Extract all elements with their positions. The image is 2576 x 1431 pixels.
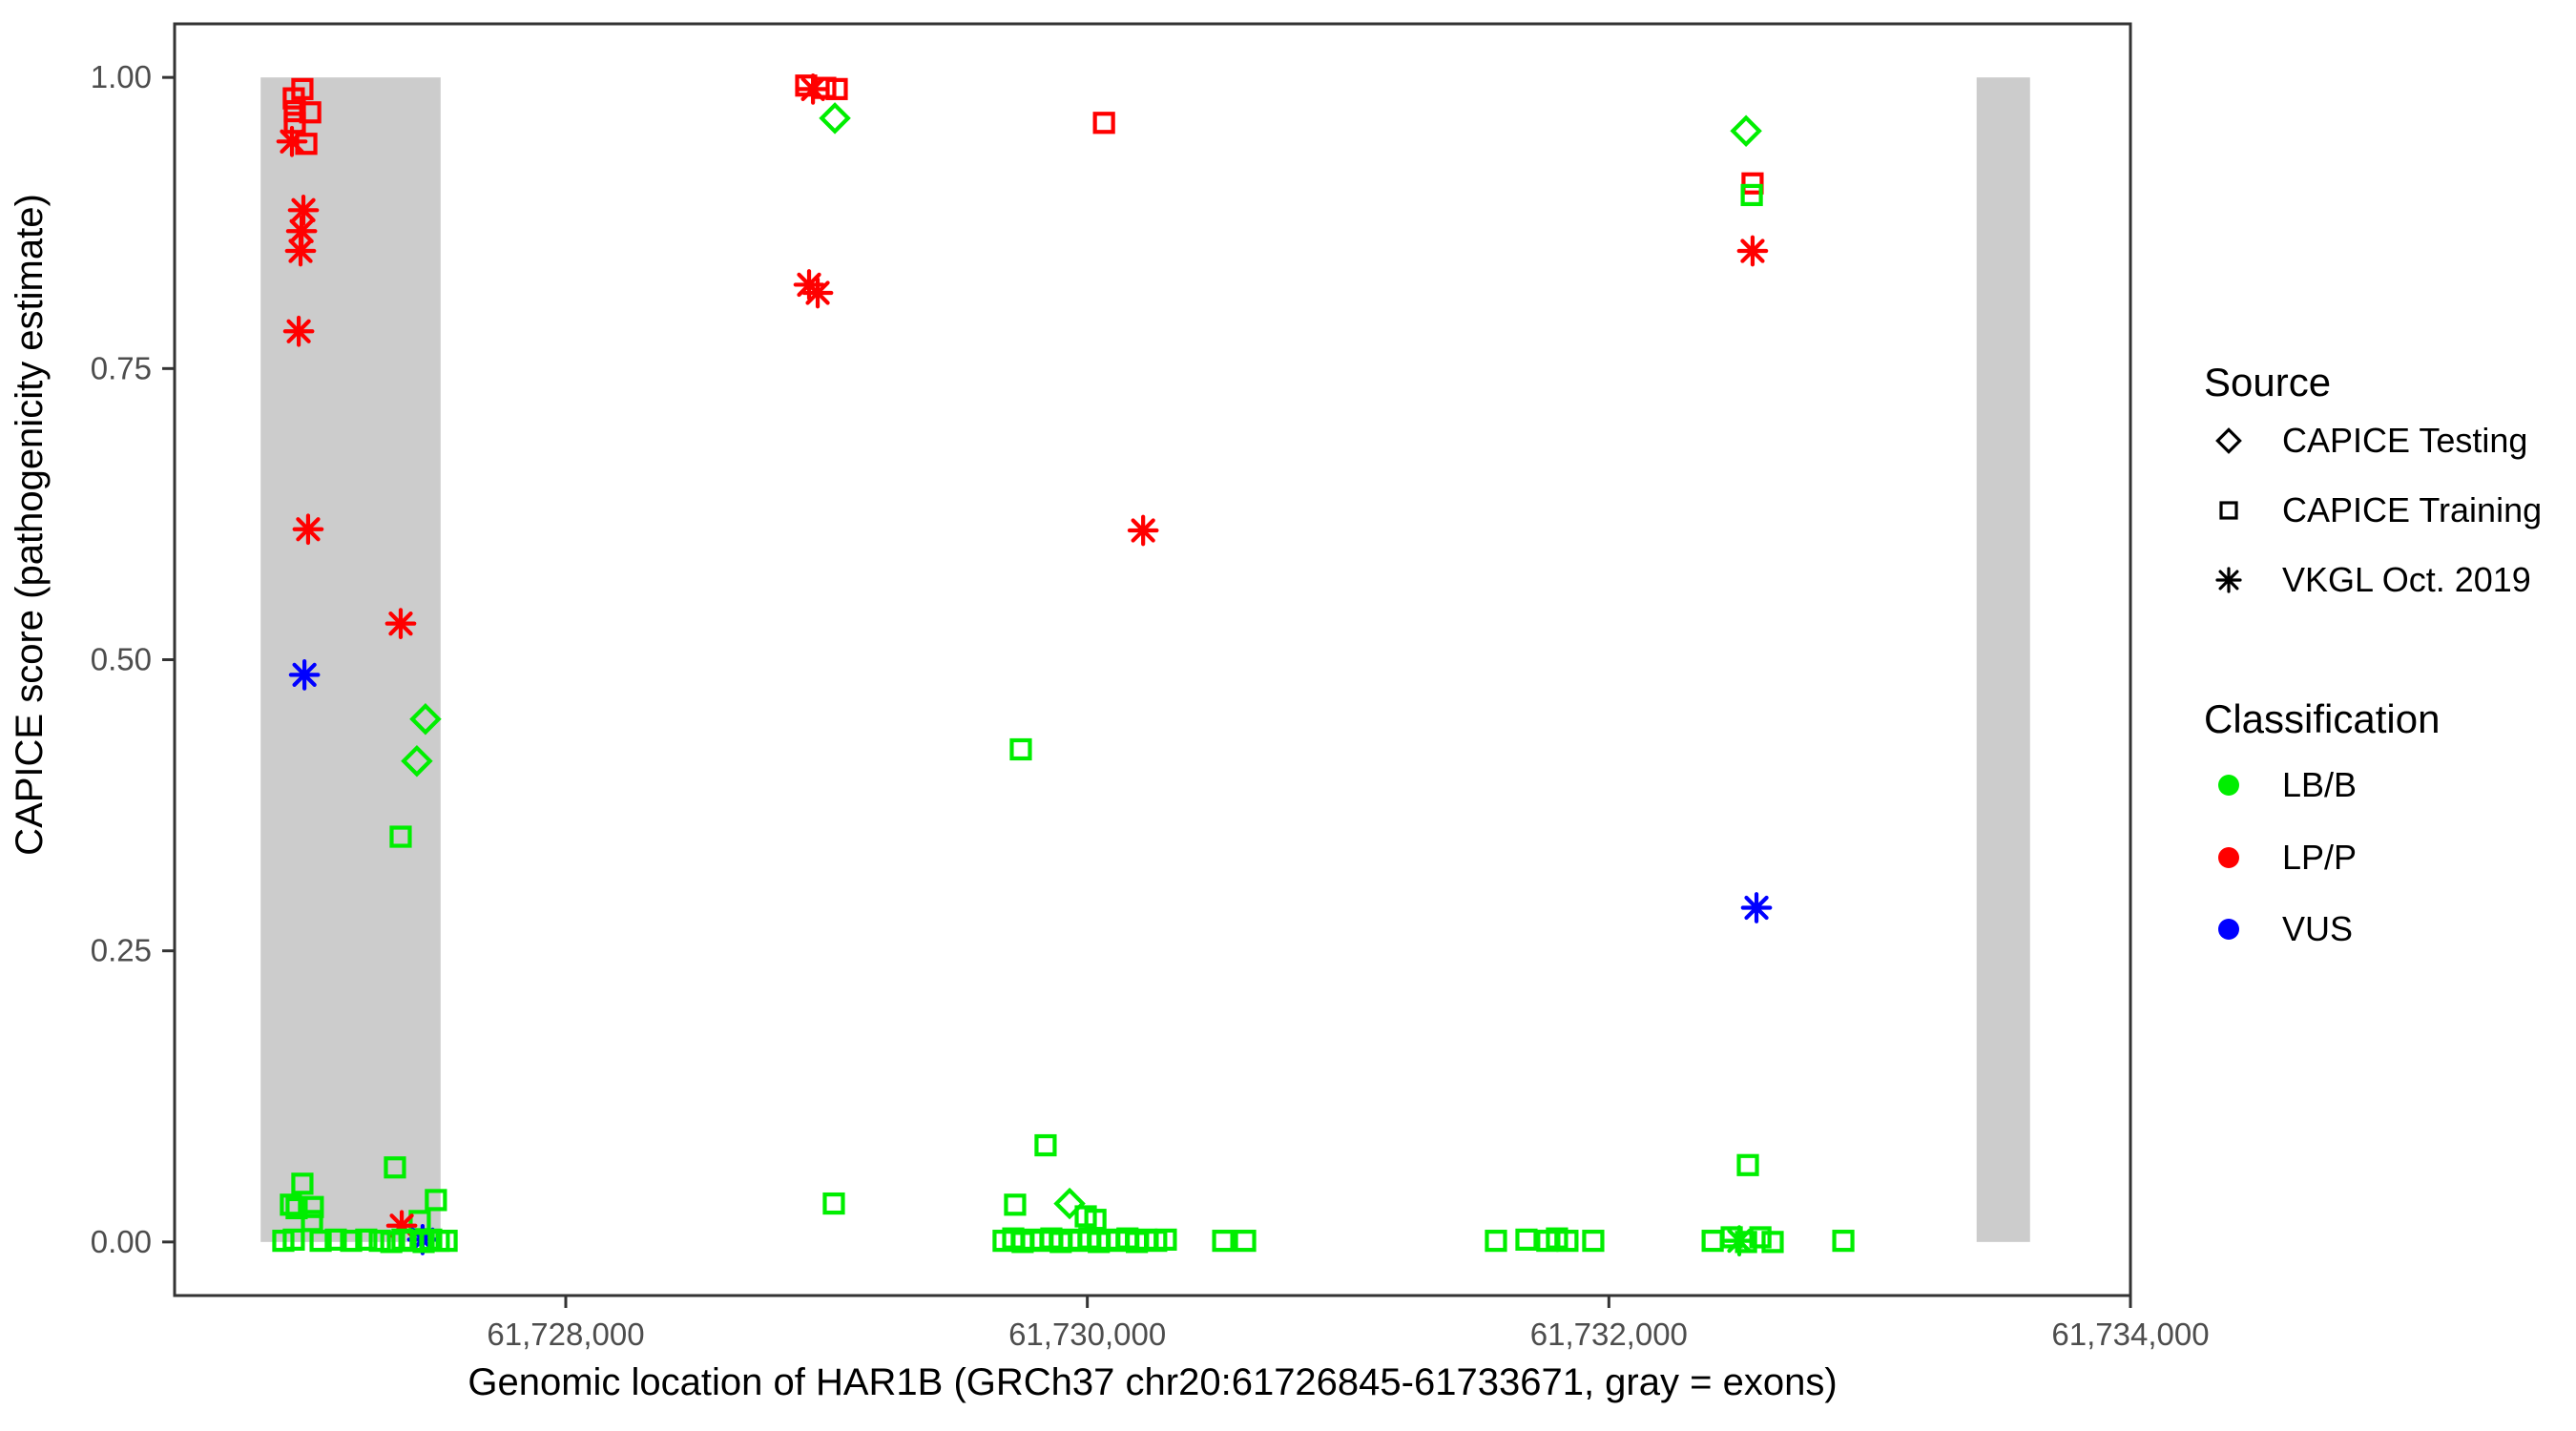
asterisk-stroke <box>291 197 316 222</box>
data-point <box>425 1189 447 1212</box>
y-tick-label: 0.00 <box>91 1224 152 1259</box>
data-point <box>1761 1231 1784 1254</box>
data-point <box>280 1193 302 1216</box>
data-point <box>355 1228 378 1252</box>
y-tick-label: 0.75 <box>91 350 152 385</box>
data-point <box>291 1172 314 1195</box>
data-point <box>282 315 315 347</box>
data-point <box>825 77 848 100</box>
data-point <box>1053 1187 1086 1220</box>
legend-classification-dot <box>2218 847 2239 868</box>
asterisk-stroke <box>1744 895 1769 921</box>
data-point <box>1749 1226 1772 1249</box>
exon-band <box>1976 77 2030 1242</box>
data-point <box>380 1231 403 1254</box>
legend-item-label: LB/B <box>2282 765 2357 804</box>
data-point <box>288 659 321 691</box>
asterisk-stroke <box>800 76 825 102</box>
data-point <box>1092 112 1115 135</box>
legend-item-label: CAPICE Testing <box>2282 421 2527 460</box>
data-point <box>797 73 829 105</box>
exon-band <box>260 77 441 1242</box>
data-point <box>1009 737 1032 761</box>
data-point <box>1735 1231 1757 1254</box>
asterisk-stroke <box>1131 518 1155 543</box>
y-tick-label: 0.50 <box>91 642 152 677</box>
data-point <box>283 112 306 135</box>
asterisk-stroke <box>292 662 317 688</box>
data-point <box>1736 235 1769 267</box>
asterisk-stroke <box>388 612 413 636</box>
legend-classification-title: Classification <box>2204 696 2440 741</box>
x-tick-label: 61,732,000 <box>1530 1317 1688 1352</box>
asterisk-stroke <box>2218 570 2239 591</box>
data-point <box>1832 1230 1855 1253</box>
legend-item-label: CAPICE Training <box>2282 490 2542 529</box>
y-tick-label: 0.25 <box>91 933 152 968</box>
data-point <box>292 513 324 546</box>
data-point <box>1736 1153 1759 1176</box>
data-point <box>301 1195 324 1218</box>
data-point <box>1034 1133 1057 1157</box>
legend-source-icon <box>2219 501 2238 520</box>
asterisk-stroke <box>289 218 314 243</box>
legend-item-label: LP/P <box>2282 838 2357 877</box>
data-point <box>822 1192 845 1215</box>
data-point <box>1556 1230 1579 1253</box>
asterisk-stroke <box>296 517 321 542</box>
data-point <box>1234 1230 1257 1253</box>
data-point <box>1212 1230 1235 1253</box>
legend-classification-dot <box>2218 775 2239 796</box>
asterisk-stroke <box>1740 238 1765 263</box>
data-point <box>384 1156 406 1179</box>
legend-item-label: VUS <box>2282 909 2353 948</box>
data-point <box>284 235 317 267</box>
data-point <box>368 1230 391 1253</box>
y-tick-label: 1.00 <box>91 59 152 94</box>
data-point <box>1730 114 1762 148</box>
legend-item-label: VKGL Oct. 2019 <box>2282 560 2531 599</box>
data-point <box>283 99 306 123</box>
data-point <box>1127 514 1159 547</box>
data-point <box>435 1230 458 1253</box>
chart-render-root: 61,728,000 61,730,000 61,732,000 61,734,000… <box>91 22 2542 1352</box>
legend-source-icon <box>2215 567 2242 593</box>
data-point <box>1740 183 1763 207</box>
data-point <box>384 608 417 640</box>
data-point <box>409 703 442 736</box>
data-point <box>1740 892 1773 923</box>
data-point <box>801 277 834 309</box>
legend-source-title: Source <box>2204 360 2331 404</box>
x-axis-title: Genomic location of HAR1B (GRCh37 chr20:… <box>467 1361 1837 1403</box>
x-tick-label: 61,730,000 <box>1008 1317 1166 1352</box>
data-point <box>309 1230 332 1253</box>
data-point <box>1515 1228 1538 1252</box>
data-point <box>1154 1228 1177 1252</box>
data-point <box>819 102 851 135</box>
data-point <box>282 1228 305 1252</box>
data-point <box>1582 1230 1605 1253</box>
x-tick-label: 61,728,000 <box>487 1317 644 1352</box>
data-point <box>1741 172 1764 195</box>
asterisk-stroke <box>288 238 313 263</box>
data-point <box>814 76 837 99</box>
data-point <box>324 1228 347 1252</box>
data-point <box>295 133 318 156</box>
asterisk-stroke <box>286 319 311 343</box>
legend-classification-dot <box>2218 919 2239 940</box>
data-point <box>401 744 433 778</box>
x-tick-label: 61,734,000 <box>2051 1317 2209 1352</box>
asterisk-stroke <box>805 280 830 305</box>
data-point <box>1485 1230 1507 1253</box>
data-point <box>1004 1193 1027 1216</box>
y-axis-title: CAPICE score (pathogenicity estimate) <box>9 194 51 856</box>
data-point <box>389 825 412 848</box>
data-point <box>340 1230 363 1253</box>
legend-source-icon <box>2215 427 2242 454</box>
data-point <box>282 87 305 110</box>
